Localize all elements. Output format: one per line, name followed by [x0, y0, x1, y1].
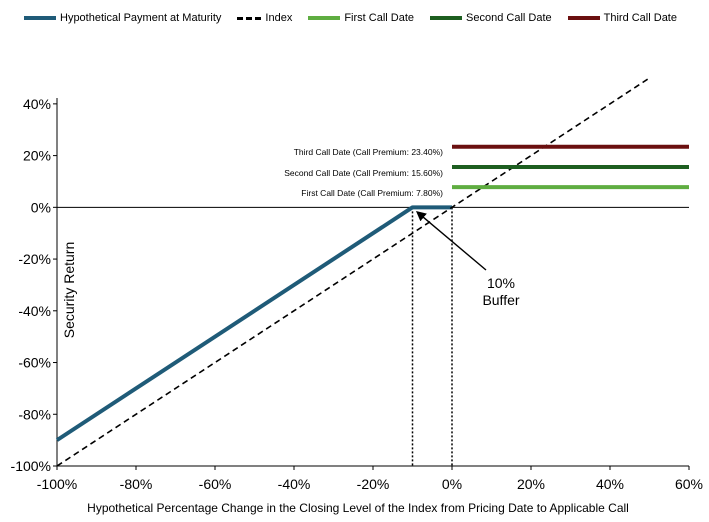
x-tick-label: 60% — [675, 476, 703, 492]
legend-item-second-call: Second Call Date — [430, 12, 552, 24]
y-tick-label: -100% — [11, 458, 51, 474]
y-tick-label: 20% — [23, 148, 51, 164]
x-tick-label: 20% — [517, 476, 545, 492]
legend-item-index: Index — [237, 12, 292, 24]
y-tick-label: -60% — [18, 355, 51, 371]
x-axis-label: Hypothetical Percentage Change in the Cl… — [87, 501, 629, 515]
x-tick-label: -100% — [37, 476, 77, 492]
legend-label-first-call: First Call Date — [344, 12, 415, 24]
legend-swatch-first-call — [308, 16, 341, 20]
x-tick-label: -60% — [199, 476, 232, 492]
legend-item-first-call: First Call Date — [308, 12, 414, 24]
legend-label-payment: Hypothetical Payment at Maturity — [60, 12, 222, 24]
y-tick-label: 40% — [23, 96, 51, 112]
annotation-third-call: Third Call Date (Call Premium: 23.40%) — [294, 147, 443, 157]
y-axis-label: Security Return — [61, 242, 77, 338]
annotation-buffer-percent: 10% — [487, 275, 515, 291]
y-tick-label: -20% — [18, 251, 51, 267]
payment-at-maturity-line — [55, 205, 452, 442]
annotation-first-call: First Call Date (Call Premium: 7.80%) — [301, 188, 443, 198]
legend-swatch-index — [237, 16, 262, 20]
y-tick-label: 0% — [31, 199, 51, 215]
annotation-buffer-label: Buffer — [482, 292, 519, 308]
legend-item-third-call: Third Call Date — [567, 12, 677, 24]
index-line — [56, 77, 650, 467]
legend-swatch-third-call — [567, 16, 600, 20]
legend-label-index: Index — [265, 12, 293, 24]
legend-label-second-call: Second Call Date — [466, 12, 552, 24]
x-tick-label: -20% — [357, 476, 390, 492]
x-tick-label: -80% — [120, 476, 153, 492]
legend-swatch-payment — [24, 16, 56, 20]
x-tick-label: 40% — [596, 476, 624, 492]
annotation-second-call: Second Call Date (Call Premium: 15.60%) — [284, 168, 443, 178]
legend-swatch-second-call — [430, 16, 463, 20]
y-tick-label: -80% — [18, 406, 51, 422]
x-tick-label: 0% — [442, 476, 462, 492]
x-tick-label: -40% — [278, 476, 311, 492]
y-tick-label: -40% — [18, 303, 51, 319]
buffer-arrow — [415, 211, 487, 271]
legend-item-payment: Hypothetical Payment at Maturity — [24, 12, 221, 24]
chart-legend: Hypothetical Payment at Maturity Index F… — [24, 12, 677, 24]
legend-label-third-call: Third Call Date — [603, 12, 677, 24]
